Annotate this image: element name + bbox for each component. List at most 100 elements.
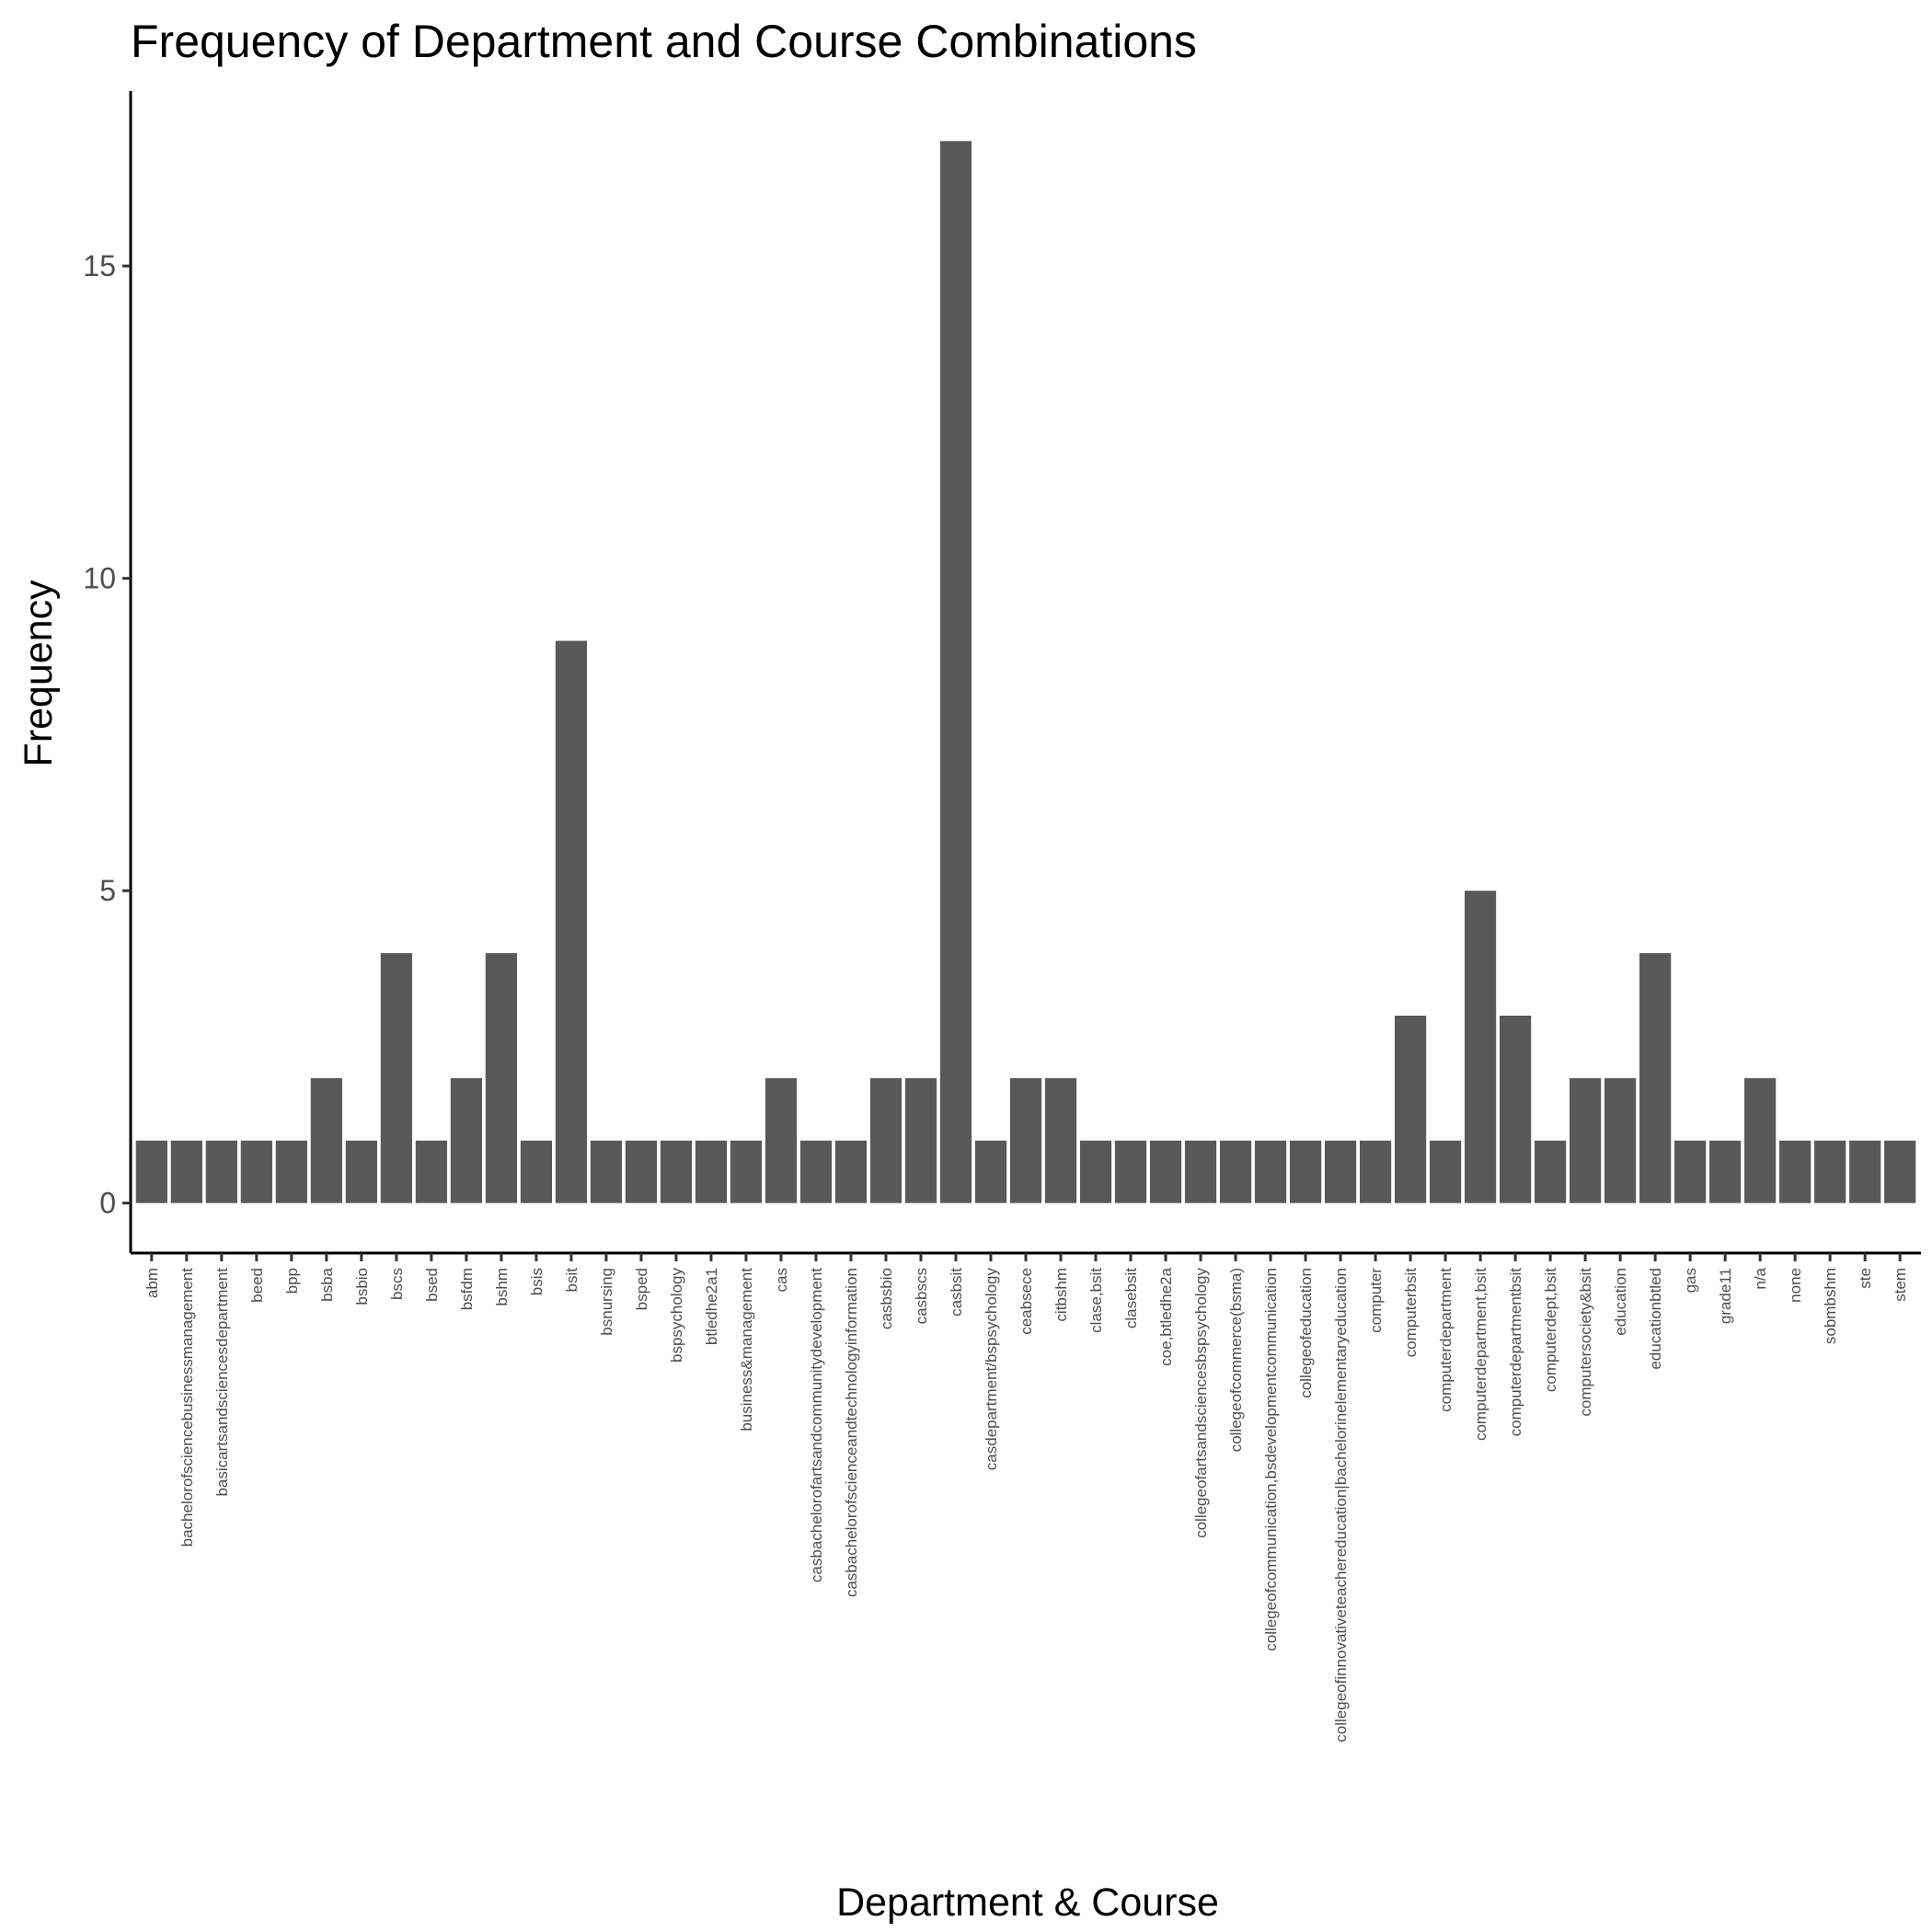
x-tick-label-27: clase,bsit — [1087, 1268, 1105, 1333]
x-tick-label-35: computer — [1367, 1268, 1385, 1333]
bar-8 — [415, 1140, 447, 1203]
x-tick-label-46: n/a — [1752, 1267, 1769, 1289]
bar-36 — [1394, 1015, 1427, 1203]
x-tick-label-9: bsfdm — [458, 1268, 476, 1310]
bar-11 — [520, 1140, 552, 1203]
x-tick-label-26: citbshm — [1052, 1268, 1070, 1322]
bar-3 — [240, 1140, 272, 1203]
bar-42 — [1604, 1077, 1637, 1203]
x-tick-label-5: bsba — [318, 1267, 336, 1301]
bar-25 — [1009, 1077, 1042, 1203]
y-axis: 0 5 10 15 — [83, 91, 132, 1253]
bar-48 — [1814, 1140, 1846, 1203]
bar-37 — [1429, 1140, 1462, 1203]
x-tick-label-33: collegeofeducation — [1297, 1268, 1315, 1398]
x-tick-label-3: beed — [248, 1268, 266, 1303]
bar-41 — [1570, 1077, 1602, 1203]
x-tick-label-47: none — [1787, 1268, 1804, 1303]
bar-6 — [345, 1140, 377, 1203]
bar-18 — [765, 1077, 798, 1203]
x-tick-label-28: clasebsit — [1122, 1268, 1140, 1328]
bar-21 — [869, 1077, 903, 1203]
bar-30 — [1184, 1140, 1217, 1203]
x-tick-label-15: bspsychology — [668, 1268, 685, 1363]
bar-12 — [555, 640, 587, 1203]
bar-9 — [450, 1077, 482, 1203]
bar-32 — [1254, 1140, 1287, 1203]
x-tick-label-45: grade11 — [1717, 1268, 1734, 1324]
y-tick-label-10: 10 — [83, 562, 116, 595]
x-tick-label-11: bsis — [528, 1268, 546, 1295]
bar-29 — [1149, 1140, 1182, 1203]
x-tick-label-6: bsbio — [353, 1268, 371, 1305]
bar-14 — [625, 1140, 658, 1203]
x-tick-label-38: computerdepartment,bsit — [1472, 1268, 1489, 1441]
x-tick-label-49: ste — [1857, 1268, 1874, 1289]
x-tick-label-16: btledhe2a1 — [703, 1268, 720, 1345]
bar-0 — [135, 1140, 167, 1203]
x-tick-label-21: casbsbio — [878, 1268, 895, 1329]
x-tick-label-23: casbsit — [948, 1268, 965, 1317]
bar-40 — [1535, 1140, 1567, 1203]
x-tick-label-30: collegeofartsandsciencesbspsychology — [1192, 1268, 1210, 1538]
x-tick-label-50: stem — [1892, 1268, 1909, 1302]
bar-17 — [730, 1140, 763, 1203]
bar-43 — [1639, 953, 1672, 1203]
x-tick-label-12: bsit — [563, 1268, 581, 1293]
bar-46 — [1744, 1077, 1777, 1203]
x-tick-label-8: bsed — [423, 1268, 441, 1302]
x-tick-label-4: bpp — [283, 1268, 301, 1294]
x-tick-label-7: bscs — [388, 1268, 406, 1300]
bar-31 — [1219, 1140, 1252, 1203]
bar-13 — [590, 1140, 623, 1203]
bar-4 — [275, 1140, 307, 1203]
bar-39 — [1500, 1015, 1532, 1203]
x-tick-label-43: educationbtled — [1647, 1268, 1664, 1370]
bar-33 — [1289, 1140, 1322, 1203]
x-tick-label-40: computerdept,bsit — [1542, 1268, 1559, 1392]
y-axis-title: Frequency — [17, 580, 61, 767]
y-tick-label-5: 5 — [99, 874, 116, 907]
x-tick-label-42: education — [1612, 1268, 1629, 1336]
x-tick-label-39: computerdepartmentbsit — [1507, 1268, 1524, 1437]
bar-26 — [1044, 1077, 1077, 1203]
bar-34 — [1324, 1140, 1357, 1203]
x-tick-label-1: bachelorofsciencebusinessmanagement — [178, 1268, 196, 1547]
bar-38 — [1465, 891, 1497, 1203]
x-tick-label-44: gas — [1682, 1268, 1699, 1293]
x-axis: abm bachelorofsciencebusinessmanagement ba… — [131, 1251, 1921, 1742]
bar-24 — [974, 1140, 1007, 1203]
bar-16 — [695, 1140, 728, 1203]
x-tick-label-41: computersociety&bsit — [1577, 1268, 1594, 1417]
x-tick-label-2: basicartsandsciencesdepartment — [213, 1268, 231, 1497]
x-tick-label-13: bsnursing — [598, 1268, 615, 1336]
bar-1 — [170, 1140, 202, 1203]
chart-title: Frequency of Department and Course Combi… — [131, 16, 1197, 67]
x-tick-label-18: cas — [773, 1268, 790, 1292]
bar-23 — [939, 141, 972, 1203]
bar-45 — [1709, 1140, 1742, 1203]
bar-44 — [1674, 1140, 1707, 1203]
bar-27 — [1079, 1140, 1112, 1203]
x-tick-label-17: business&management — [738, 1268, 755, 1432]
x-axis-title: Department & Course — [836, 1880, 1219, 1925]
x-tick-label-48: sobmbshm — [1822, 1268, 1839, 1344]
y-tick-label-15: 15 — [83, 249, 116, 282]
bar-15 — [660, 1140, 693, 1203]
x-tick-label-37: computerdepartment — [1437, 1268, 1455, 1412]
x-tick-label-25: ceabsece — [1018, 1268, 1035, 1335]
bar-20 — [834, 1140, 868, 1203]
bar-49 — [1849, 1140, 1881, 1203]
x-tick-label-22: casbscs — [913, 1268, 930, 1324]
x-tick-label-14: bsped — [633, 1268, 650, 1310]
bar-10 — [485, 953, 517, 1203]
bar-5 — [310, 1077, 342, 1203]
x-tick-label-36: computerbsit — [1402, 1268, 1420, 1358]
bar-28 — [1114, 1140, 1147, 1203]
bar-22 — [904, 1077, 937, 1203]
x-tick-label-29: coe,btledhe2a — [1157, 1267, 1175, 1365]
bars-group — [135, 141, 1916, 1203]
x-tick-label-34: collegeofinnovativeteachereducation|bach… — [1332, 1268, 1350, 1742]
x-tick-label-19: casbachelorofartsandcommunitydevelopment — [808, 1268, 825, 1582]
